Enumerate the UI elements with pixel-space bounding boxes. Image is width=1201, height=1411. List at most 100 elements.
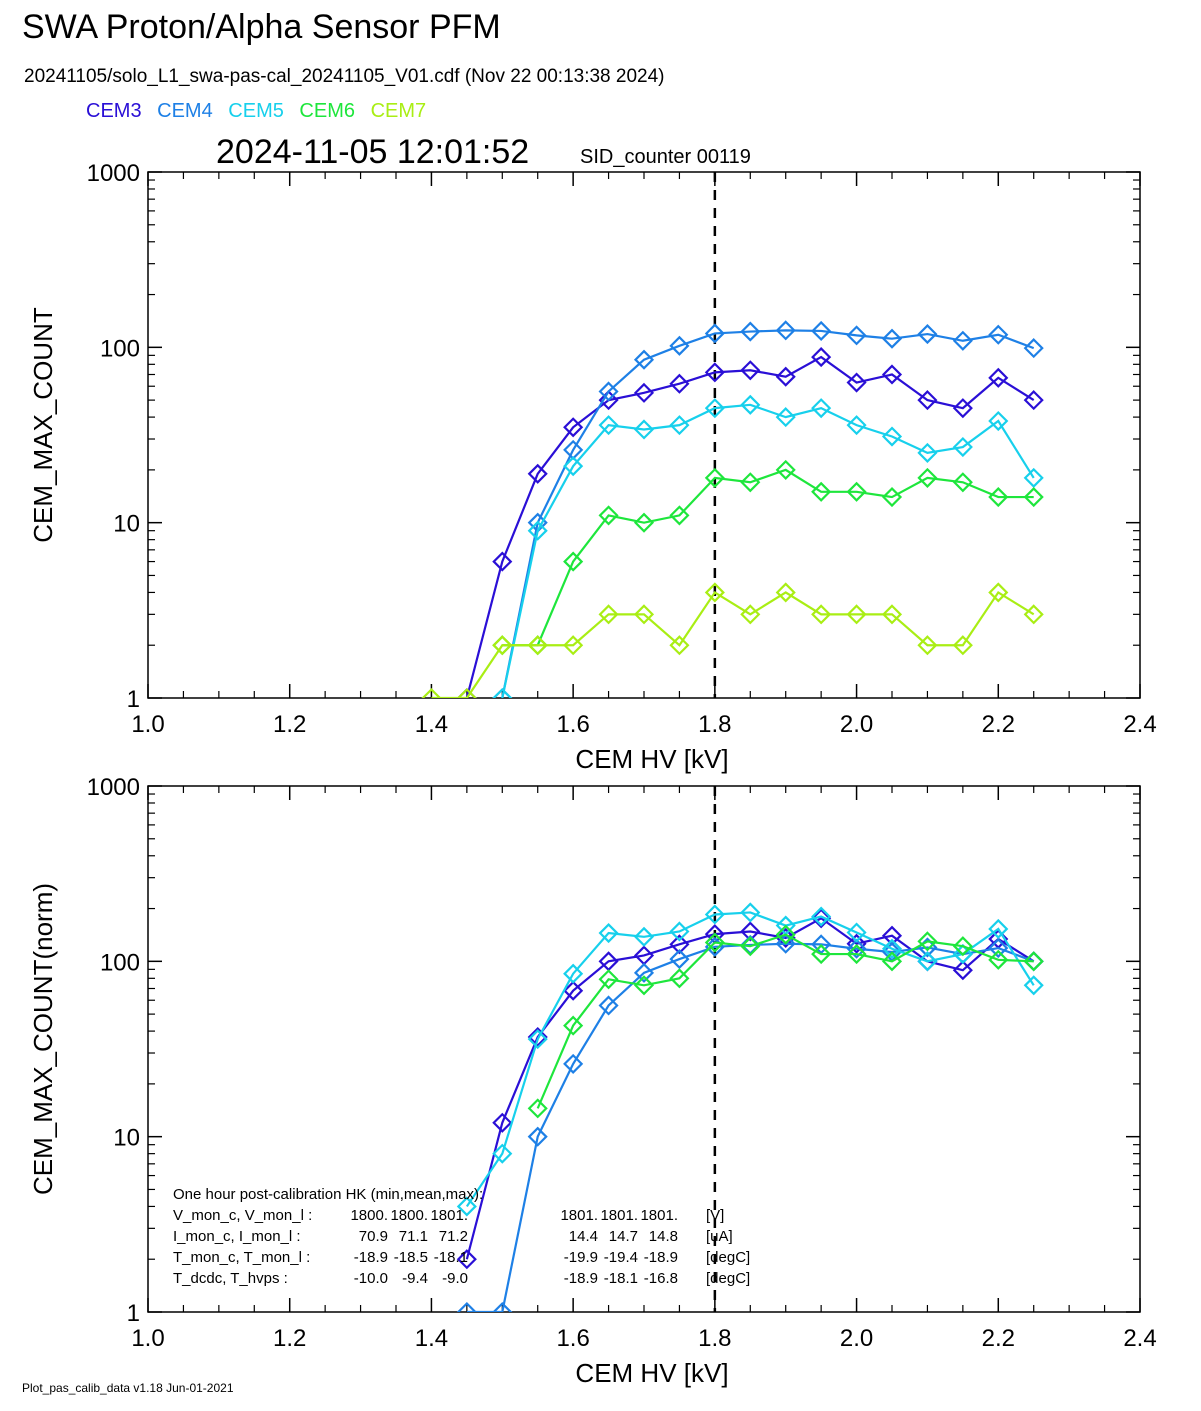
- data-point-cem3: [881, 364, 903, 385]
- data-point-cem5: [952, 436, 973, 458]
- data-point-cem7: [740, 604, 761, 625]
- data-point-cem5: [988, 918, 1009, 940]
- hk-value-c: -10.0: [354, 1270, 388, 1287]
- data-point-cem7: [775, 582, 796, 603]
- data-point-cem3: [456, 1249, 477, 1270]
- x-tick-label: 2.4: [1123, 711, 1156, 738]
- data-point-cem5: [456, 1196, 477, 1217]
- hk-row-label: V_mon_c, V_mon_l :: [173, 1207, 312, 1224]
- data-point-cem4: [598, 381, 619, 402]
- x-tick-label: 2.4: [1123, 1325, 1156, 1352]
- data-point-cem6: [598, 505, 619, 526]
- hk-value-l: -18.1: [604, 1270, 638, 1287]
- data-point-cem5: [1023, 467, 1044, 488]
- data-point-cem4: [988, 938, 1009, 959]
- hk-value-l: 14.8: [649, 1228, 678, 1245]
- data-point-cem4: [598, 995, 619, 1016]
- plot-frame: [147, 171, 1141, 699]
- x-tick-label: 1.0: [131, 1325, 164, 1352]
- data-point-cem3: [563, 417, 584, 438]
- data-point-cem4: [775, 933, 796, 954]
- data-point-cem7: [598, 604, 619, 625]
- data-point-cem5: [563, 963, 584, 984]
- data-point-cem4: [704, 323, 725, 344]
- data-point-cem3: [1023, 390, 1044, 411]
- data-point-cem7: [952, 635, 973, 656]
- x-axis-label: CEM HV [kV]: [575, 744, 728, 774]
- x-tick-label: 1.6: [556, 711, 589, 738]
- x-tick-label: 1.8: [698, 1325, 731, 1352]
- data-point-cem3: [811, 908, 832, 929]
- series-line-cem7: [431, 590, 1035, 698]
- file-info: 20241105/solo_L1_swa-pas-cal_20241105_V0…: [24, 66, 665, 87]
- data-point-cem3: [811, 347, 832, 368]
- y-tick-label: 10: [113, 1125, 140, 1152]
- data-point-cem3: [527, 463, 548, 484]
- data-point-cem4: [456, 1301, 477, 1312]
- data-point-cem6: [1023, 951, 1044, 972]
- data-point-cem3: [704, 362, 725, 383]
- hk-value-l: -18.9: [564, 1270, 598, 1287]
- data-point-cem7: [1023, 604, 1044, 625]
- data-point-cem7: [811, 604, 832, 625]
- data-point-cem5: [988, 410, 1009, 432]
- data-point-cem6: [704, 467, 725, 488]
- data-point-cem5: [917, 442, 938, 463]
- data-point-cem5: [846, 415, 867, 436]
- chart-bottom: 1.0 1.2 1.4 1.6 1.8 2.0 2.2 2.4 1 10 100 1000 CEM HV…: [28, 774, 1157, 1388]
- legend-item-cem6: CEM6: [299, 100, 355, 122]
- data-point-cem6: [1023, 486, 1044, 508]
- data-point-cem4: [563, 1053, 584, 1074]
- data-point-cem3: [563, 980, 584, 1001]
- data-point-cem5: [740, 394, 761, 415]
- data-point-cem5: [775, 407, 796, 428]
- data-point-cem6: [740, 936, 761, 957]
- data-point-cem5: [633, 926, 655, 947]
- hk-value-l: -19.4: [604, 1249, 638, 1266]
- hk-row-label: I_mon_c, I_mon_l :: [173, 1228, 301, 1245]
- data-point-cem5: [846, 922, 867, 943]
- data-point-cem7: [846, 604, 867, 625]
- data-point-cem4: [1023, 338, 1044, 359]
- hk-value-c: 1801.: [430, 1207, 468, 1224]
- sid-counter: SID_counter 00119: [580, 146, 751, 168]
- data-point-cem3: [988, 367, 1009, 388]
- series-line-cem5: [501, 403, 1035, 698]
- data-point-cem6: [740, 472, 761, 493]
- data-point-cem7: [704, 582, 725, 603]
- y-axis-label: CEM_MAX_COUNT: [28, 307, 58, 543]
- data-point-cem6: [881, 951, 903, 972]
- data-point-cem6: [988, 949, 1009, 970]
- data-point-cem5: [598, 922, 619, 944]
- data-point-cem4: [846, 325, 867, 346]
- x-tick-label: 1.4: [415, 711, 448, 738]
- x-tick-label: 2.2: [982, 711, 1015, 738]
- data-point-cem6: [917, 467, 938, 488]
- page-title: SWA Proton/Alpha Sensor PFM: [22, 8, 501, 46]
- y-tick-label: 100: [100, 335, 140, 362]
- data-point-cem5: [917, 951, 938, 972]
- data-point-cem5: [952, 944, 973, 965]
- data-point-cem7: [527, 635, 548, 656]
- data-point-cem5: [598, 415, 619, 436]
- y-axis-label: CEM_MAX_COUNT(norm): [28, 883, 58, 1195]
- x-tick-label: 1.6: [556, 1325, 589, 1352]
- data-point-cem7: [633, 604, 655, 625]
- hk-value-c: 1800.: [350, 1207, 388, 1224]
- hk-unit: [degC]: [706, 1249, 750, 1266]
- data-point-cem5: [811, 906, 832, 927]
- data-point-cem5: [740, 902, 761, 923]
- y-tick-label: 1000: [87, 774, 140, 801]
- data-point-cem7: [492, 635, 513, 656]
- data-point-cem4: [988, 324, 1009, 345]
- series-line-cem4: [466, 942, 1035, 1312]
- x-tick-label: 1.2: [273, 711, 306, 738]
- data-point-cem6: [952, 472, 973, 493]
- data-point-cem5: [1023, 975, 1044, 996]
- data-point-cem4: [633, 349, 655, 370]
- data-point-cem6: [527, 1098, 548, 1119]
- data-point-cem6: [811, 944, 832, 965]
- data-point-cem5: [811, 398, 832, 419]
- data-point-cem4: [492, 1301, 513, 1312]
- data-point-cem4: [633, 962, 655, 983]
